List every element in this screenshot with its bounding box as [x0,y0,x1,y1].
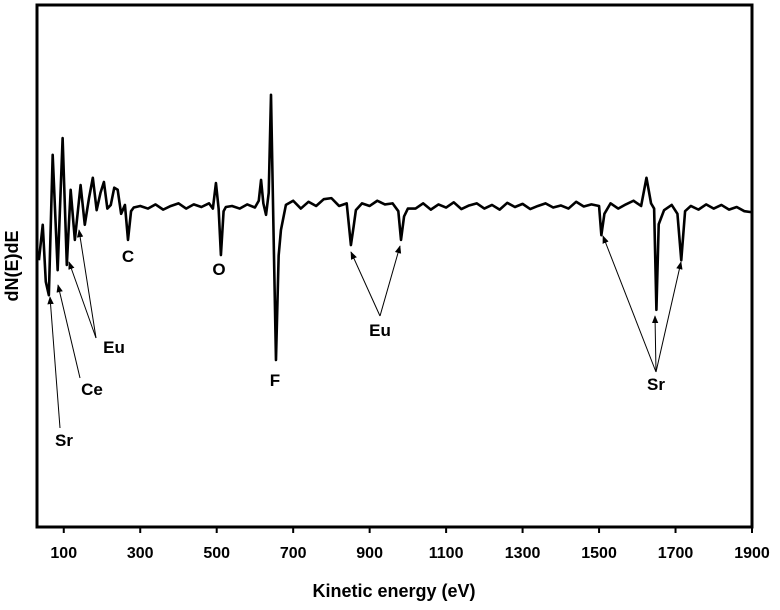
annotation-arrow [56,284,81,379]
annotation: Sr [55,431,73,450]
annotation: Eu [369,321,391,340]
x-tick-label: 100 [50,545,77,562]
x-tick-label: 300 [127,545,154,562]
annotation: F [270,371,280,390]
annotation-arrow [350,251,381,317]
annotation: Ce [81,380,103,399]
x-tick-label: 500 [203,545,230,562]
y-axis-label: dN(E)dE [2,231,22,302]
annotation-arrow [76,229,97,339]
annotation: O [212,260,225,279]
annotation: Eu [103,338,125,357]
x-tick-label: 700 [280,545,307,562]
annotation-arrow [47,296,61,429]
annotation: C [122,247,134,266]
annotation: Sr [647,375,665,394]
x-tick-label: 1900 [734,545,770,562]
annotation-arrow [602,235,657,373]
spectrum-line [37,93,753,362]
annotation-arrow [379,245,402,317]
annotation-arrow [68,261,97,339]
annotation-arrow [655,261,683,373]
x-tick-label: 900 [356,545,383,562]
annotation-arrow [651,315,659,373]
x-tick-label: 1100 [429,545,464,562]
x-tick-label: 1500 [581,545,617,562]
x-tick-label: 1300 [505,545,541,562]
x-axis-label: Kinetic energy (eV) [312,581,475,601]
x-tick-label: 1700 [658,545,694,562]
plot-frame [35,3,754,529]
